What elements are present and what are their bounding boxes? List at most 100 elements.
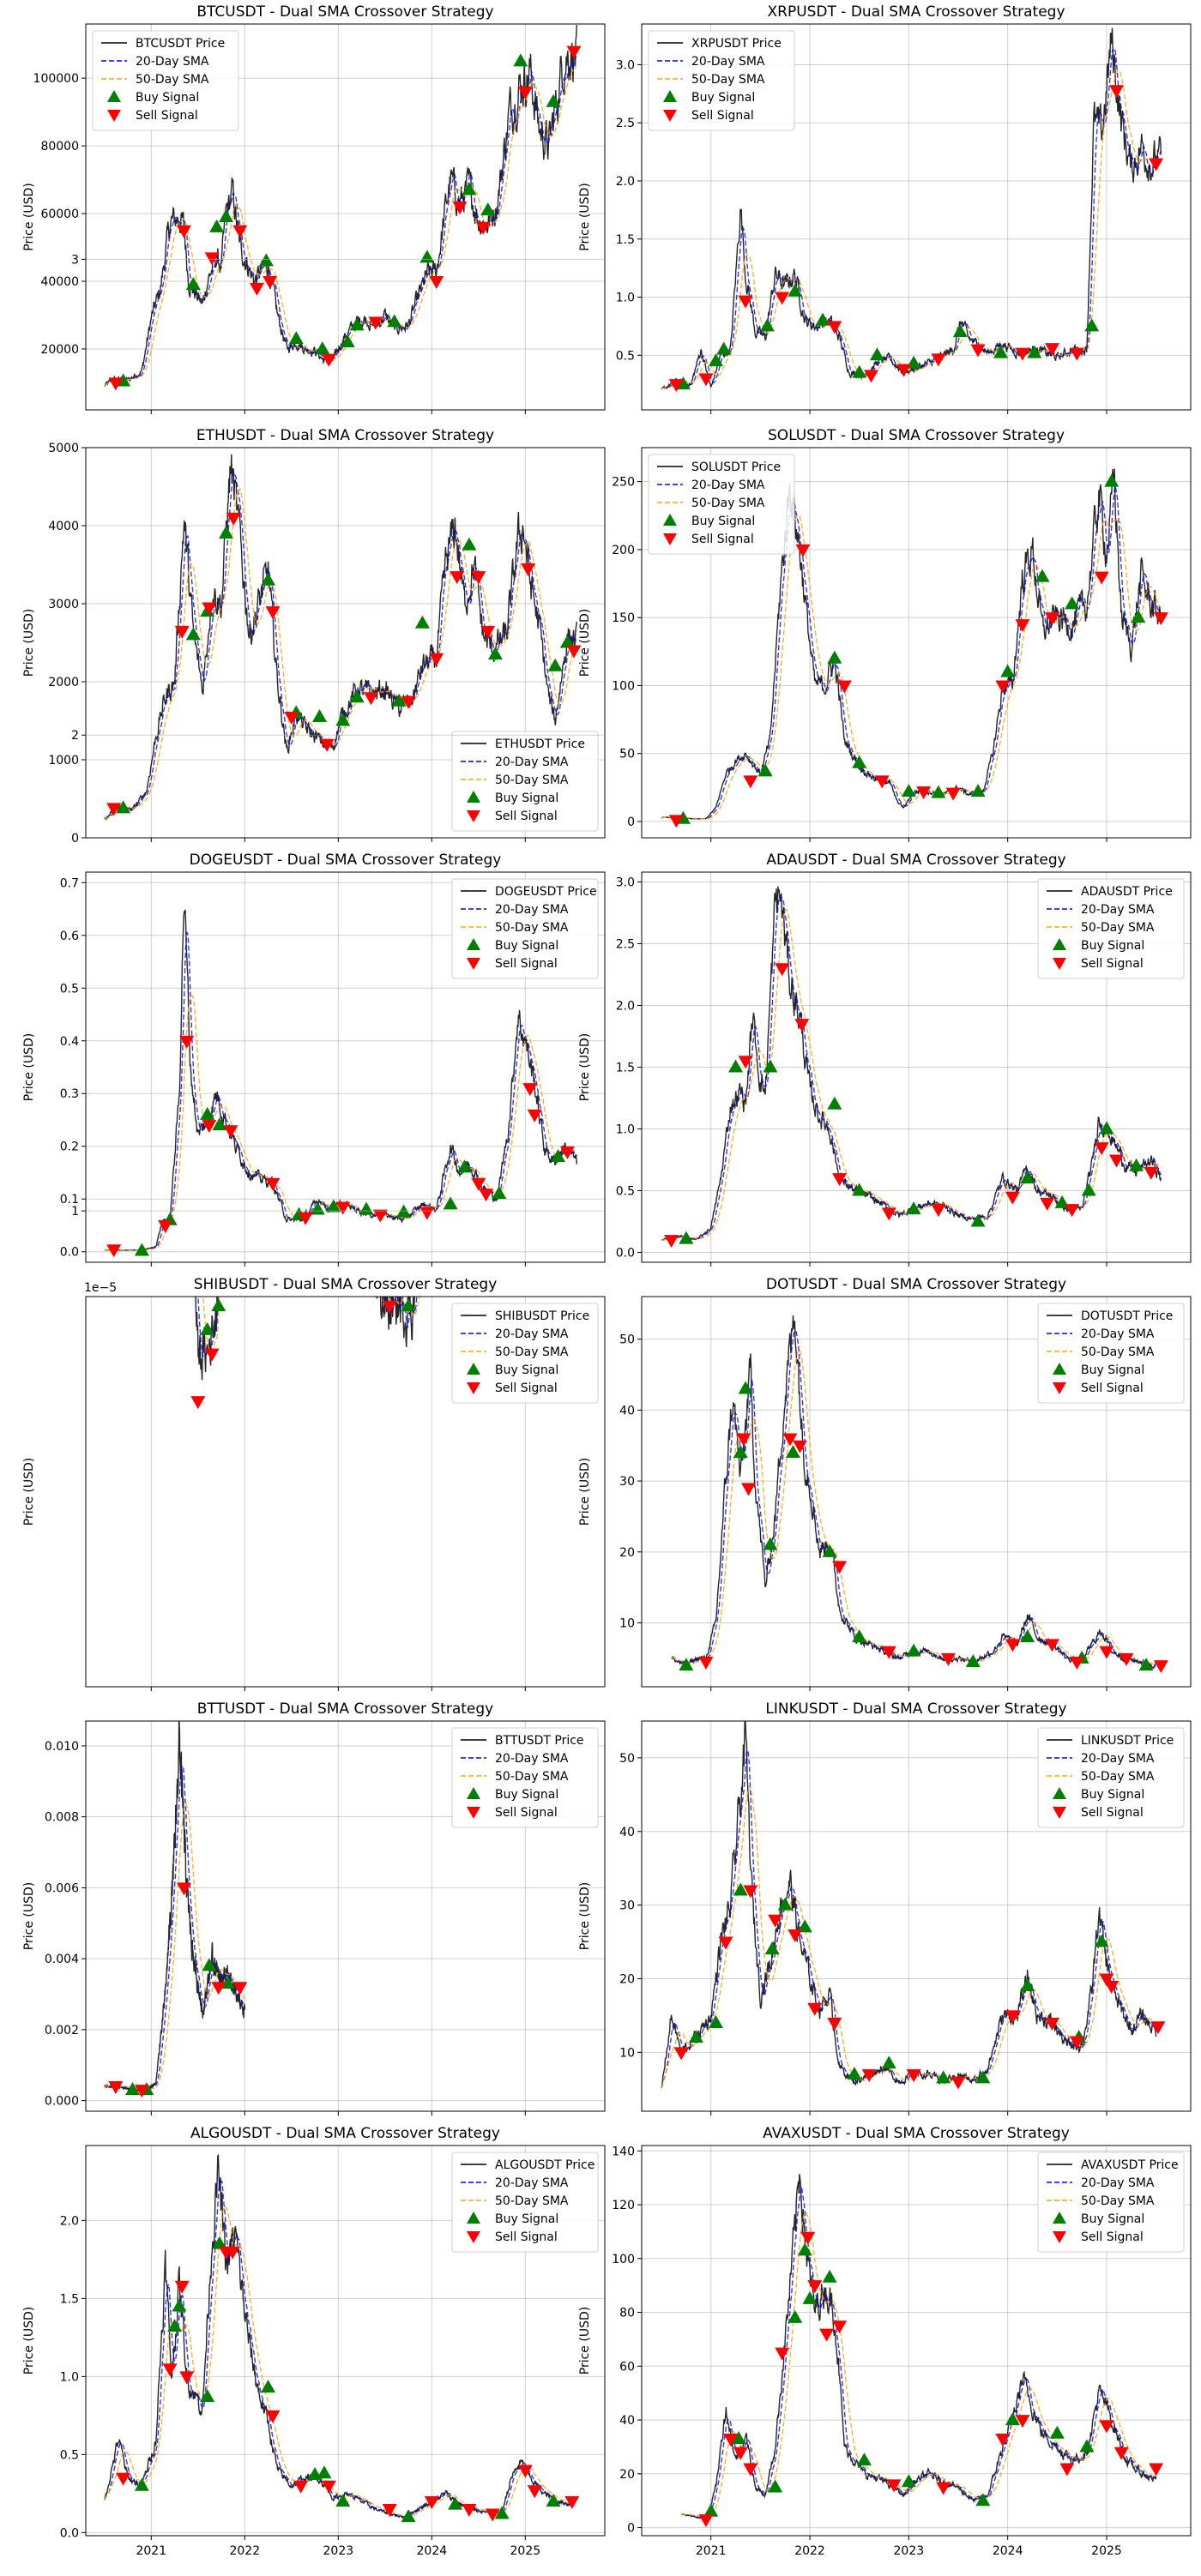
- legend-swatch-sell: [1053, 1382, 1066, 1394]
- legend-swatch-sell: [467, 2231, 480, 2243]
- buy-signal-marker: [1020, 1171, 1035, 1184]
- chart-linkusdt: LINKUSDT - Dual SMA Crossover Strategy 10…: [578, 1700, 1192, 2116]
- y-tick-label: 1000: [48, 754, 79, 767]
- y-axis-label: Price (USD): [22, 2307, 36, 2374]
- buy-signal-marker: [326, 1199, 341, 1213]
- legend: AVAXUSDT Price 20-Day SMA 50-Day SMA Buy Si…: [1037, 2152, 1185, 2253]
- sell-signal-marker: [265, 1177, 281, 1191]
- sma50-line: [680, 2212, 1156, 2519]
- buy-signal-marker: [975, 2493, 991, 2507]
- x-tick-label: 2025: [1091, 2544, 1122, 2558]
- legend: BTCUSDT Price 20-Day SMA 50-Day SMA Buy Sig…: [92, 30, 239, 131]
- x-tick-label: 2023: [894, 2544, 925, 2558]
- legend-label: 50-Day SMA: [1081, 1345, 1155, 1359]
- sell-signal-marker: [1045, 343, 1060, 357]
- sell-signal-marker: [368, 316, 383, 330]
- y-tick-label: 4000: [48, 520, 79, 533]
- legend-swatch-sell: [1053, 1807, 1066, 1819]
- buy-signal-marker: [1081, 1183, 1096, 1196]
- buy-signal-marker: [317, 2465, 332, 2479]
- sell-signal-marker: [832, 1561, 848, 1574]
- chart-bttusdt: BTTUSDT - Dual SMA Crossover Strategy 0.0…: [22, 1700, 606, 2116]
- buy-signal-marker: [1005, 2412, 1020, 2426]
- buy-signal-marker: [936, 2070, 951, 2084]
- chart-shibusdt: SHIBUSDT - Dual SMA Crossover Strategy 1 2…: [22, 253, 606, 1691]
- y-tick-label: 0.5: [616, 1184, 635, 1198]
- sell-signal-marker: [1015, 347, 1030, 361]
- x-tick-label: 2021: [696, 2544, 727, 2558]
- price-line: [104, 25, 577, 387]
- sell-signal-marker: [698, 373, 714, 387]
- plot-area: [671, 1315, 1168, 1674]
- buy-signal-marker: [125, 2082, 141, 2096]
- buy-signal-marker: [827, 1096, 842, 1110]
- buy-signal-marker: [185, 627, 201, 641]
- sell-signal-marker: [263, 276, 278, 289]
- sell-signal-marker: [284, 711, 299, 725]
- y-tick-label: 100: [612, 2253, 635, 2266]
- legend-label: Sell Signal: [495, 957, 558, 971]
- sma20-line: [104, 472, 577, 820]
- sell-signal-marker: [1069, 2036, 1084, 2049]
- y-tick-label: 5000: [48, 442, 79, 455]
- sell-signal-marker: [225, 2246, 240, 2260]
- buy-signal-marker: [414, 615, 430, 629]
- sma20-line: [104, 2177, 572, 2518]
- legend-label: Sell Signal: [495, 1381, 558, 1395]
- x-tick-label: 2022: [794, 2544, 825, 2558]
- y-tick-label: 0: [627, 2522, 635, 2536]
- y-axis-label: Price (USD): [22, 1882, 36, 1950]
- sell-signal-marker: [106, 803, 122, 816]
- buy-signal-marker: [462, 490, 476, 503]
- buy-signal-marker: [906, 1201, 921, 1215]
- sell-signal-marker: [836, 680, 852, 694]
- legend-label: 20-Day SMA: [495, 1327, 569, 1341]
- sell-signal-marker: [931, 1204, 946, 1218]
- y-tick-label: 0.004: [45, 1953, 79, 1966]
- legend-label: Sell Signal: [1081, 2230, 1144, 2244]
- y-tick-label: 60000: [40, 208, 79, 221]
- sell-signal-marker: [471, 683, 486, 695]
- sell-signal-marker: [936, 2482, 951, 2495]
- sell-signal-marker: [176, 1882, 191, 1896]
- y-tick-label: 3.0: [616, 58, 635, 72]
- grid: [642, 872, 1191, 1262]
- axes-frame: [85, 23, 606, 411]
- buy-signal-marker: [200, 2389, 215, 2403]
- buy-signal-marker: [1094, 1934, 1109, 1947]
- y-tick-label: 3000: [48, 598, 79, 611]
- sell-signal-marker: [1069, 347, 1084, 361]
- y-tick-label: 120: [612, 2199, 635, 2212]
- sell-signal-marker: [382, 2504, 397, 2518]
- sell-signal-marker: [970, 344, 986, 358]
- buy-signal-marker: [797, 2242, 812, 2256]
- buy-signal-marker: [315, 340, 330, 354]
- y-tick-label: 2.0: [616, 175, 635, 189]
- sell-signal-marker: [1153, 1660, 1168, 1674]
- legend-swatch-sell: [1053, 2231, 1066, 2243]
- y-axis-label: Price (USD): [578, 2307, 592, 2374]
- buy-signal-marker: [456, 1159, 472, 1173]
- buy-signal-marker: [401, 2509, 416, 2523]
- buy-signal-marker: [738, 1381, 753, 1394]
- sell-signal-marker: [741, 1483, 757, 1496]
- sma20-line: [104, 1763, 245, 2091]
- sell-signal-marker: [321, 2480, 336, 2494]
- y-tick-label: 1: [71, 1205, 79, 1219]
- chart-avaxusdt: AVAXUSDT - Dual SMA Crossover Strategy 0 2…: [578, 2125, 1192, 2558]
- legend-box: [451, 731, 599, 832]
- legend-label: Buy Signal: [495, 2212, 558, 2226]
- buy-signal-marker: [688, 2030, 703, 2043]
- chart-dotusdt: DOTUSDT - Dual SMA Crossover Strategy 10 2…: [578, 1276, 1192, 1691]
- legend-swatch-buy: [1053, 2212, 1066, 2224]
- sell-signal-marker: [827, 2017, 842, 2031]
- buy-signal-marker: [679, 1658, 694, 1671]
- y-axis-label: Price (USD): [578, 1458, 592, 1526]
- legend-label: Sell Signal: [691, 109, 754, 123]
- buy-signal-marker: [759, 318, 775, 332]
- sell-signal-marker: [1059, 2463, 1075, 2477]
- legend: ETHUSDT Price 20-Day SMA 50-Day SMA Buy Sig…: [451, 731, 599, 832]
- sell-signal-marker: [174, 2280, 190, 2294]
- y-axis-label: Price (USD): [22, 1458, 36, 1526]
